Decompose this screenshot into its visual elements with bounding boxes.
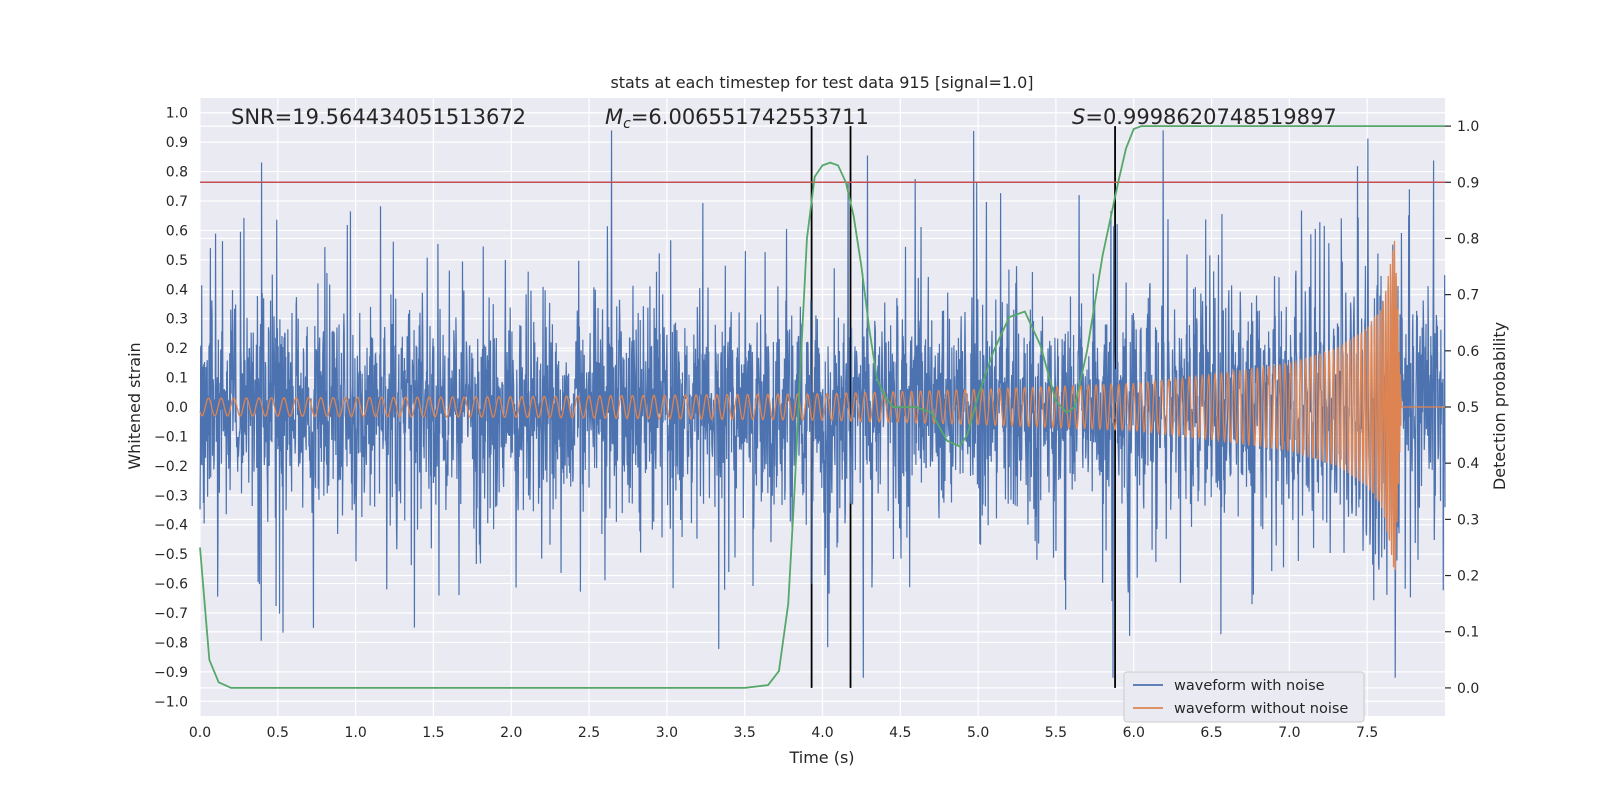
y-left-tick-label: −0.6 <box>154 577 188 593</box>
legend-label-noise: waveform with noise <box>1174 678 1325 694</box>
y-right-tick-label: 0.9 <box>1457 175 1479 191</box>
chart-title: stats at each timestep for test data 915… <box>610 73 1033 92</box>
detection-probability-line <box>199 125 1445 689</box>
legend: waveform with noise waveform without noi… <box>1123 671 1365 723</box>
y-right-axis-label: Detection probability <box>1490 322 1509 490</box>
y-left-tick-label: 0.2 <box>166 341 188 357</box>
y-left-tick-label: 0.7 <box>166 194 188 210</box>
y-left-tick-label: 0.0 <box>166 400 188 416</box>
y-left-tick-label: −0.2 <box>154 459 188 475</box>
y-left-tick-label: 0.1 <box>166 371 188 387</box>
s-symbol: S <box>1072 105 1085 129</box>
y-left-tick-label: −0.1 <box>154 429 188 445</box>
y-left-tick-label: 0.4 <box>166 282 188 298</box>
y-right-tick-label: 1.0 <box>1457 119 1479 135</box>
y-right-tick-label: 0.5 <box>1457 400 1479 416</box>
y-right-tick-label: 0.8 <box>1457 231 1479 247</box>
y-left-tick-label: −0.7 <box>154 606 188 622</box>
s-value: =0.9998620748519897 <box>1085 105 1336 129</box>
x-tick-label: 3.0 <box>656 725 678 741</box>
x-tick-label: 6.5 <box>1200 725 1222 741</box>
x-tick-label: 2.5 <box>578 725 600 741</box>
x-tick-label: 7.5 <box>1356 725 1378 741</box>
y-left-tick-label: −0.8 <box>154 635 188 651</box>
x-tick-label: 2.0 <box>500 725 522 741</box>
y-right-tick-label: 0.1 <box>1457 625 1479 641</box>
x-tick-label: 7.0 <box>1278 725 1300 741</box>
x-tick-label: 1.0 <box>344 725 366 741</box>
x-tick-label: 5.5 <box>1045 725 1067 741</box>
x-tick-label: 0.5 <box>267 725 289 741</box>
y-right-tick-label: 0.3 <box>1457 512 1479 528</box>
y-right-tick-label: 0.7 <box>1457 288 1479 304</box>
x-tick-label: 6.0 <box>1123 725 1145 741</box>
x-axis-ticks: 0.0 0.5 1.0 1.5 2.0 2.5 3.0 3.5 4.0 4.5 5.0 5.5 6.0 6… <box>189 725 1378 741</box>
y-left-tick-label: −0.5 <box>154 547 188 563</box>
x-tick-label: 4.5 <box>889 725 911 741</box>
x-tick-label: 4.0 <box>811 725 833 741</box>
snr-annotation: SNR=19.564434051513672 <box>231 105 526 129</box>
y-left-tick-label: 0.8 <box>166 165 188 181</box>
x-tick-label: 5.0 <box>967 725 989 741</box>
legend-box <box>1123 671 1365 723</box>
mc-symbol: M <box>605 105 623 129</box>
y-right-tick-label: 0.6 <box>1457 344 1479 360</box>
y-left-tick-label: 0.6 <box>166 223 188 239</box>
statistic-annotation: S=0.9998620748519897 <box>1072 105 1337 129</box>
mc-value: =6.006551742553711 <box>631 105 869 129</box>
y-left-tick-label: 0.3 <box>166 312 188 328</box>
y-left-tick-label: −0.3 <box>154 488 188 504</box>
y-left-tick-label: 0.5 <box>166 253 188 269</box>
y-left-tick-label: −0.9 <box>154 665 188 681</box>
y-left-tick-label: −1.0 <box>154 694 188 710</box>
y-left-tick-label: 1.0 <box>166 106 188 122</box>
chirp-mass-annotation: Mc=6.006551742553711 <box>605 105 869 132</box>
y-right-tick-label: 0.2 <box>1457 569 1479 585</box>
series-layer <box>199 125 1446 689</box>
mc-subscript: c <box>623 116 631 132</box>
x-tick-label: 3.5 <box>734 725 756 741</box>
y-left-axis-ticks: 1.0 0.9 0.8 0.7 0.6 0.5 0.4 0.3 0.2 0.1 0.0 −0.1 −0.… <box>154 106 188 711</box>
legend-label-signal: waveform without noise <box>1174 701 1348 717</box>
x-tick-label: 1.5 <box>422 725 444 741</box>
waveform-with-noise-line <box>199 130 1446 678</box>
y-right-tick-label: 0.0 <box>1457 681 1479 697</box>
y-left-tick-label: −0.4 <box>154 518 188 534</box>
y-left-axis-label: Whitened strain <box>125 342 144 469</box>
waveform-without-noise-line <box>199 240 1445 571</box>
y-left-tick-label: 0.9 <box>166 135 188 151</box>
x-axis-label: Time (s) <box>788 748 854 767</box>
x-tick-label: 0.0 <box>189 725 211 741</box>
y-right-tick-label: 0.4 <box>1457 456 1479 472</box>
y-right-axis-ticks: 1.0 0.9 0.8 0.7 0.6 0.5 0.4 0.3 0.2 0.1 0.0 <box>1445 119 1479 697</box>
